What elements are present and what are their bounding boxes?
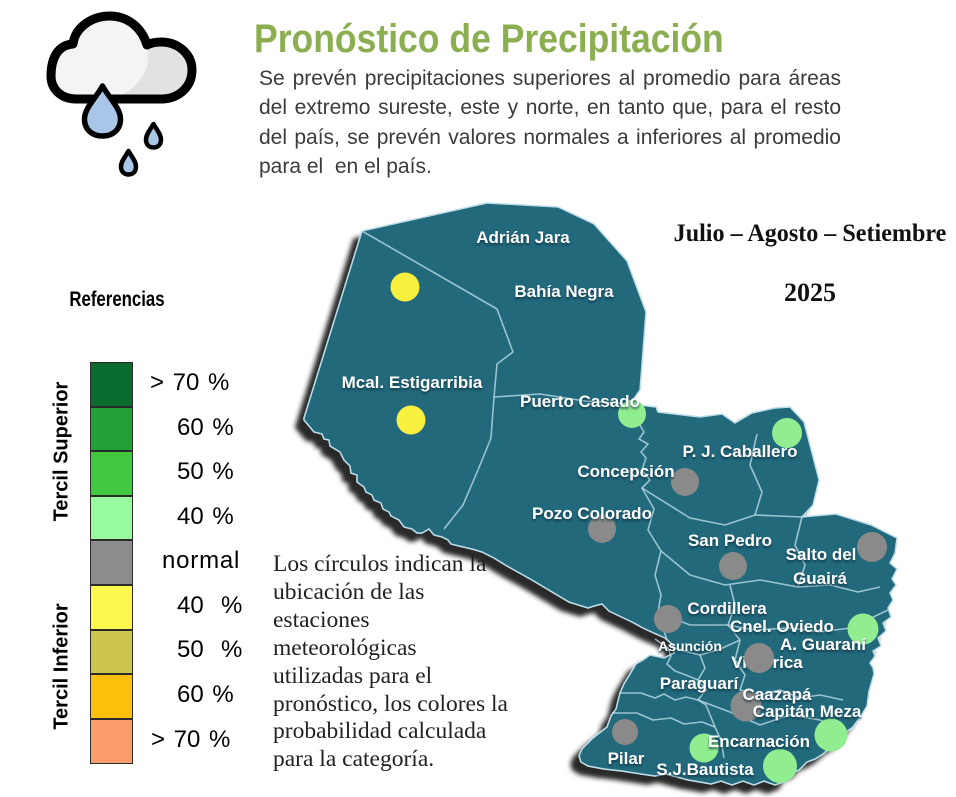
svg-text:Capitán Meza: Capitán Meza [753,702,862,721]
svg-text:A. Guaraní: A. Guaraní [780,635,867,654]
svg-text:Adrián Jara: Adrián Jara [476,228,570,247]
svg-text:San Pedro: San Pedro [688,531,772,550]
svg-text:Mcal. Estigarribia: Mcal. Estigarribia [342,373,483,392]
svg-text:S.J.Bautista: S.J.Bautista [656,760,754,779]
svg-text:Salto del: Salto del [786,545,857,564]
svg-text:Bahía Negra: Bahía Negra [514,282,614,301]
svg-text:Puerto Casado: Puerto Casado [520,392,640,411]
svg-text:Concepción: Concepción [577,462,674,481]
svg-text:P. J. Caballero: P. J. Caballero [683,442,798,461]
svg-text:Asunción: Asunción [658,638,722,654]
svg-text:Pilar: Pilar [608,749,645,768]
svg-text:Cnel. Oviedo: Cnel. Oviedo [730,617,834,636]
svg-text:Paraguarí: Paraguarí [660,674,740,693]
svg-text:Encarnación: Encarnación [708,732,810,751]
svg-text:Pozo Colorado: Pozo Colorado [532,504,652,523]
svg-text:Guairá: Guairá [793,569,847,588]
svg-text:Cordillera: Cordillera [687,599,767,618]
svg-text:Caazapá: Caazapá [743,685,813,704]
